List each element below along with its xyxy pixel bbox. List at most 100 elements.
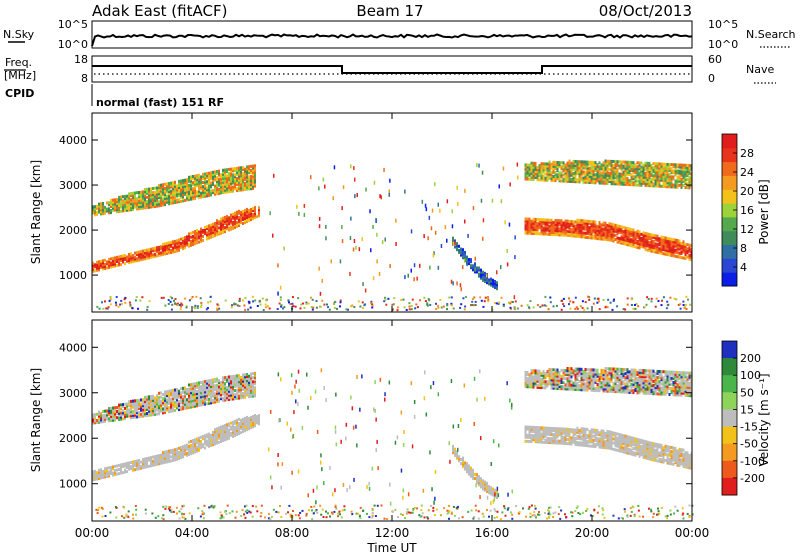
echo-cell [160,183,162,187]
scatter-cell [307,302,310,305]
echo-cell [200,193,202,197]
echo-cell [150,460,152,464]
echo-cell [118,205,120,209]
echo-cell [180,454,182,458]
echo-cell [222,398,224,402]
scatter-cell [207,301,210,304]
echo-cell [600,237,603,241]
echo-cell [676,181,679,185]
echo-cell [570,224,573,228]
echo-cell [640,238,643,242]
colorbar-swatch [722,175,737,190]
echo-cell [538,168,541,172]
echo-cell [92,205,94,209]
echo-cell [680,248,683,251]
echo-cell [642,237,645,241]
echo-cell [636,241,639,245]
echo-cell [232,377,234,380]
echo-cell [592,434,595,438]
echo-cell [528,177,531,181]
echo-cell [194,196,196,200]
echo-cell [246,220,248,224]
echo-cell [100,206,102,210]
scatter-cell [410,268,412,273]
scatter-cell [440,244,443,248]
echo-cell [568,430,571,433]
echo-cell [136,199,138,203]
echo-cell [548,441,551,445]
echo-cell [652,162,655,166]
scatter-cell [231,304,233,307]
echo-cell [682,246,685,250]
echo-cell [152,413,154,417]
scatter-cell [682,300,685,303]
echo-cell [244,418,246,422]
echo-cell [138,463,140,467]
echo-cell [484,271,486,275]
echo-cell [166,247,168,251]
echo-cell [148,395,150,399]
echo-cell [96,473,98,477]
echo-cell [644,171,647,175]
echo-cell [672,163,675,167]
echo-cell [118,411,120,415]
echo-cell [580,168,583,172]
echo-cell [178,179,180,183]
echo-cell [112,263,114,266]
echo-cell [200,237,202,241]
echo-cell [208,230,210,234]
echo-cell [236,210,238,214]
echo-cell [638,163,641,167]
echo-cell [142,253,144,257]
echo-cell [148,187,150,191]
echo-cell [252,166,254,170]
nsearch-label: N.Search [746,28,796,41]
echo-cell [198,181,200,185]
echo-cell [682,165,685,169]
echo-cell [576,172,579,176]
echo-cell [632,242,635,246]
echo-cell [192,447,194,451]
echo-cell [528,225,531,229]
echo-cell [526,433,529,437]
echo-cell [678,179,681,183]
echo-cell [600,177,603,181]
echo-cell [218,385,220,389]
echo-cell [172,189,174,193]
echo-cell [608,238,611,242]
echo-cell [688,253,691,257]
echo-cell [128,200,130,204]
echo-cell [238,430,240,434]
echo-cell [598,181,601,185]
echo-cell [656,166,659,170]
echo-cell [624,168,627,172]
echo-cell [158,251,160,255]
echo-cell [198,196,200,199]
echo-cell [144,190,146,194]
echo-cell [130,408,132,412]
echo-cell [142,404,144,408]
scatter-cell [442,305,445,308]
echo-cell [618,180,621,184]
scatter-cell [361,301,364,304]
echo-cell [186,400,188,404]
echo-cell [110,410,112,414]
echo-cell [222,390,224,394]
echo-cell [158,402,160,406]
echo-cell [578,176,581,180]
echo-cell [676,165,679,169]
echo-cell [236,418,238,422]
echo-cell [600,171,603,175]
echo-cell [610,172,613,175]
echo-cell [608,176,611,179]
echo-cell [532,230,535,233]
echo-cell [606,161,609,165]
echo-cell [578,160,581,164]
echo-cell [220,425,222,429]
echo-cell [524,425,527,429]
echo-cell [654,182,657,186]
echo-cell [556,439,559,443]
echo-cell [120,209,122,213]
scatter-cell [569,307,572,310]
echo-cell [242,394,244,397]
